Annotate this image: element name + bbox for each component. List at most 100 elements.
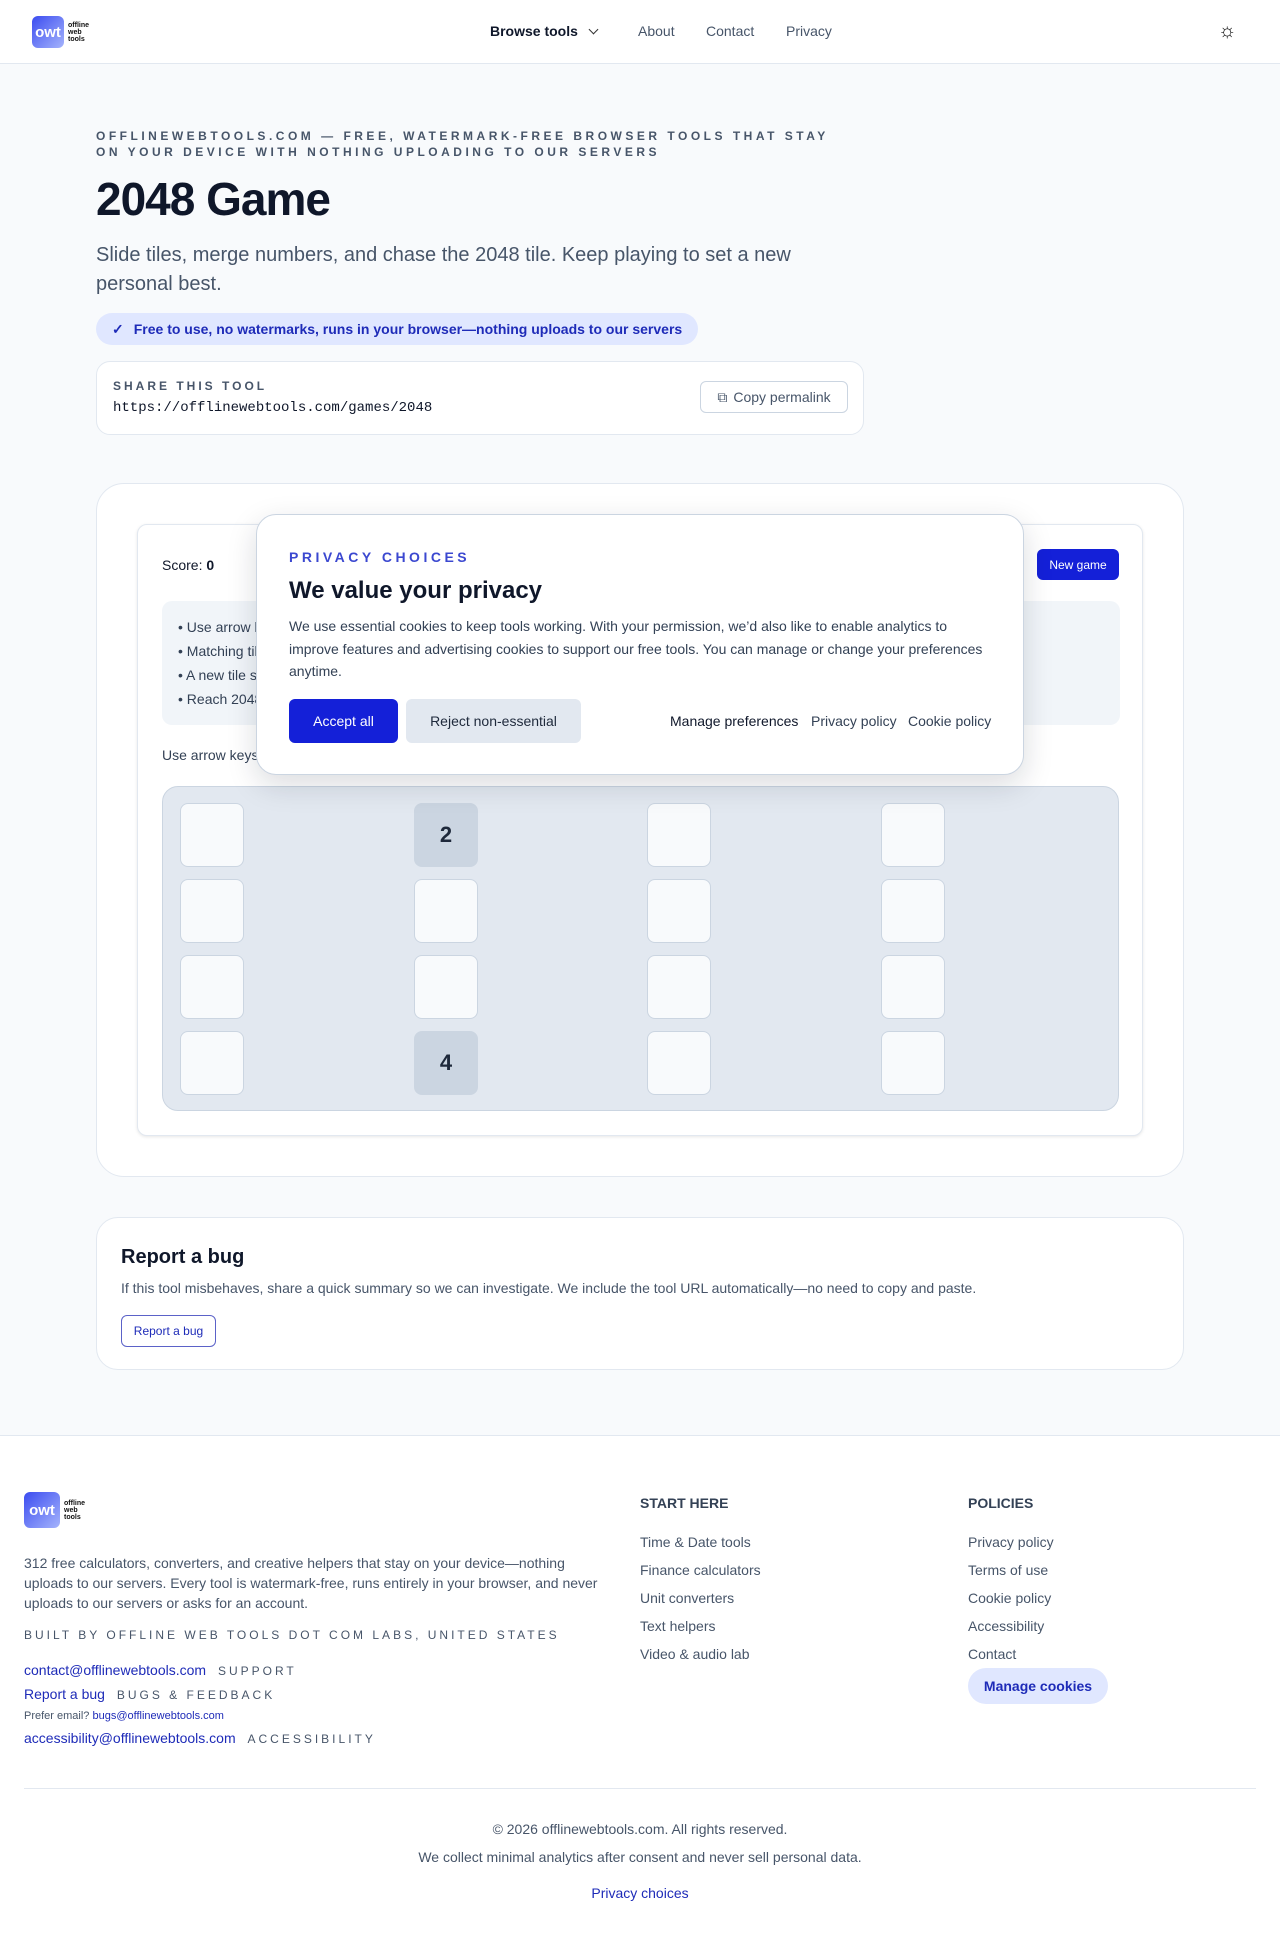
tile [647,879,711,943]
contact-email-link[interactable]: contact@offlinewebtools.com [24,1662,207,1678]
free-badge: ✓ Free to use, no watermarks, runs in you… [96,313,699,345]
logo[interactable]: owt offline web tools [32,16,89,48]
privacy-modal: PRIVACY CHOICES We value your privacy We… [256,514,1024,775]
start-here-heading: START HERE [640,1495,729,1511]
a11y-row: accessibility@offlinewebtools.com ACCESS… [24,1730,376,1746]
badge-text: Free to use, no watermarks, runs in your… [133,321,683,337]
footer-divider [24,1788,1256,1789]
bugs-email-link[interactable]: bugs@offlinewebtools.com [92,1710,224,1722]
logo-word: tools [64,1513,81,1521]
nav-privacy[interactable]: Privacy [786,23,832,39]
footer-link[interactable]: Finance calculators [640,1562,761,1578]
subtitle: Slide tiles, merge numbers, and chase th… [96,244,791,295]
footer-link[interactable]: Contact [968,1646,1017,1662]
privacy-choices-link[interactable]: Privacy choices [591,1885,689,1901]
footer-link[interactable]: Text helpers [640,1618,716,1634]
footer: owt offline web tools 312 free calculators… [0,1435,1280,1960]
sun-icon[interactable]: ☼ [1218,20,1237,42]
footer-about: 312 free calculators, converters, and cr… [24,1555,598,1611]
score-label: Score: [162,557,203,573]
tile [180,803,244,867]
tile [647,803,711,867]
copy-permalink-button[interactable]: ⧉ Copy permalink [700,381,848,413]
copy-label: Copy permalink [733,389,831,405]
nav-about[interactable]: About [638,23,675,39]
tile [414,955,478,1019]
footer-link[interactable]: Unit converters [640,1590,735,1606]
logo-word: web [64,1506,78,1514]
support-label: SUPPORT [217,1664,297,1678]
prefer-email: Prefer email? bugs@offlinewebtools.com [24,1710,224,1722]
accept-all-button[interactable]: Accept all [289,699,398,743]
tile: 4 [414,1031,478,1095]
eyebrow: OFFLINEWEBTOOLS.COM — FREE, WATERMARK-FR… [96,129,829,159]
bug-text: If this tool misbehaves, share a quick s… [121,1280,977,1296]
modal-body: We use essential cookies to keep tools w… [289,618,983,679]
bugs-label: BUGS & FEEDBACK [116,1688,276,1702]
check-icon: ✓ [112,320,124,337]
prefer-label: Prefer email? [24,1710,90,1722]
instruction: • Reach 2048 [178,691,263,707]
footer-logo[interactable]: owt offline web tools [24,1492,85,1528]
report-bug-card: Report a bug If this tool misbehaves, sh… [96,1217,1184,1370]
modal-eyebrow: PRIVACY CHOICES [289,549,471,565]
a11y-email-link[interactable]: accessibility@offlinewebtools.com [24,1730,236,1746]
page-title: 2048 Game [96,173,331,225]
tile [881,803,945,867]
tile [180,879,244,943]
footer-link[interactable]: Accessibility [968,1618,1045,1634]
footer-link[interactable]: Cookie policy [968,1590,1052,1606]
manage-cookies-button[interactable]: Manage cookies [968,1668,1108,1704]
new-game-button[interactable]: New game [1037,549,1119,580]
hint: Use arrow keys [162,747,259,763]
analytics-note: We collect minimal analytics after conse… [418,1849,862,1865]
tile [647,955,711,1019]
score: Score: 0 [162,557,214,573]
report-bug-button[interactable]: Report a bug [121,1315,216,1347]
logo-mark: owt [32,16,64,48]
logo-word: web [68,28,82,36]
cookie-policy-link[interactable]: Cookie policy [908,713,992,729]
logo-word: tools [68,35,85,43]
nav-contact[interactable]: Contact [706,23,755,39]
built-by: BUILT BY OFFLINE WEB TOOLS DOT COM LABS,… [24,1628,560,1642]
tile: 2 [414,803,478,867]
copy-icon: ⧉ [717,388,728,405]
nav-label: Browse tools [490,23,578,39]
footer-link[interactable]: Time & Date tools [640,1534,751,1550]
a11y-label: ACCESSIBILITY [247,1732,376,1746]
privacy-policy-link[interactable]: Privacy policy [811,713,897,729]
reject-button[interactable]: Reject non-essential [406,699,581,743]
tile [881,955,945,1019]
tile [180,1031,244,1095]
share-url: https://offlinewebtools.com/games/2048 [113,400,433,416]
logo-word: offline [64,1499,85,1507]
bugs-row: Report a bug BUGS & FEEDBACK [24,1686,275,1702]
share-box: SHARE THIS TOOL https://offlinewebtools.… [96,361,864,435]
copyright: © 2026 offlinewebtools.com. All rights r… [492,1821,788,1837]
tile [180,955,244,1019]
instruction: • Matching til [178,643,258,659]
footer-link[interactable]: Video & audio lab [640,1646,750,1662]
nav-browse-tools[interactable]: Browse tools [490,23,599,39]
instruction: • Use arrow k [178,619,262,635]
score-value: 0 [206,557,215,573]
tile [647,1031,711,1095]
chevron-down-icon [588,24,599,35]
tile [881,1031,945,1095]
logo-mark: owt [24,1492,60,1528]
logo-word: offline [68,21,89,29]
report-bug-link[interactable]: Report a bug [24,1686,105,1702]
support-row: contact@offlinewebtools.com SUPPORT [24,1662,297,1678]
footer-link[interactable]: Terms of use [968,1562,1049,1578]
policies-heading: POLICIES [968,1495,1034,1511]
footer-link[interactable]: Privacy policy [968,1534,1054,1550]
bug-title: Report a bug [121,1246,245,1268]
site-header: owt offline web tools Browse tools About C… [0,0,1280,64]
manage-preferences-link[interactable]: Manage preferences [670,713,799,729]
instruction: • A new tile s [178,667,257,683]
tile [414,879,478,943]
tile [881,879,945,943]
modal-title: We value your privacy [289,577,543,604]
